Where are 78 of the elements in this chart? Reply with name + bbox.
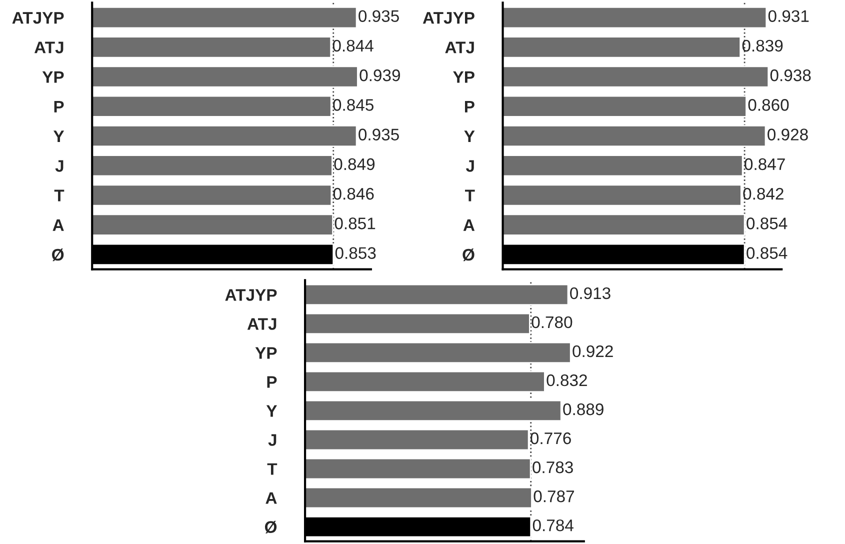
y-tick-label: P	[464, 100, 474, 112]
data-label: 0.776	[530, 432, 571, 444]
y-tick-label: J	[466, 160, 474, 172]
y-tick-label: A	[266, 492, 277, 504]
bar	[92, 154, 333, 177]
data-label: 0.832	[546, 374, 587, 386]
bar	[305, 458, 532, 480]
bar	[305, 284, 569, 306]
data-label: 0.938	[770, 69, 811, 82]
y-tick-label: P	[54, 100, 64, 112]
y-tick-label: J	[55, 160, 64, 172]
data-label: 0.928	[768, 128, 808, 140]
y-tick-label: YP	[255, 347, 277, 359]
data-label: 0.846	[333, 188, 374, 200]
y-tick-label: J	[268, 434, 276, 446]
y-tick-label: YP	[42, 71, 64, 83]
bar	[92, 95, 332, 118]
y-tick-label: ATJ	[247, 318, 276, 330]
y-tick-label: Y	[53, 130, 64, 142]
data-label: 0.842	[743, 188, 784, 200]
bar	[502, 124, 766, 148]
data-label: 0.913	[570, 287, 610, 300]
data-label: 0.844	[332, 40, 374, 52]
data-label: 0.784	[532, 519, 574, 532]
bar	[305, 400, 562, 422]
y-tick-label: ATJYP	[225, 289, 277, 301]
bar	[305, 342, 572, 364]
data-label: 0.939	[360, 69, 400, 82]
bar	[305, 428, 530, 451]
bar	[92, 6, 358, 29]
data-label: 0.783	[532, 461, 573, 474]
data-label: 0.854	[746, 218, 788, 230]
data-label: 0.845	[333, 99, 374, 111]
bar	[502, 36, 742, 58]
y-tick-label: ATJ	[445, 42, 474, 54]
bar	[92, 36, 332, 58]
bar	[92, 184, 332, 206]
data-label: 0.851	[334, 218, 376, 230]
bar	[92, 214, 334, 236]
bar	[305, 486, 532, 509]
y-tick-label: T	[267, 463, 278, 475]
bar	[305, 370, 546, 393]
y-tick-label: A	[463, 219, 475, 231]
bar	[92, 124, 358, 148]
y-tick-label: ATJYP	[12, 12, 64, 24]
data-label: 0.849	[334, 158, 375, 170]
data-label: 0.853	[335, 247, 376, 259]
data-label: 0.780	[532, 316, 572, 328]
data-label: 0.839	[742, 40, 783, 52]
bar	[502, 66, 770, 88]
data-label: 0.935	[358, 128, 399, 140]
y-tick-label: T	[465, 190, 475, 202]
bar	[502, 154, 744, 177]
y-tick-label: A	[52, 219, 64, 231]
bar	[502, 184, 742, 206]
data-label: 0.922	[572, 345, 613, 358]
y-tick-label: ATJYP	[422, 12, 474, 24]
y-tick-label: Ø	[52, 248, 64, 262]
data-label: 0.847	[744, 158, 785, 170]
y-tick-label: T	[54, 190, 64, 202]
data-label: 0.931	[768, 10, 809, 22]
data-label: 0.854	[746, 247, 788, 259]
bar	[502, 6, 768, 29]
bar	[502, 214, 746, 236]
y-tick-label: Ø	[462, 248, 474, 262]
data-label: 0.889	[563, 403, 604, 416]
y-tick-label: YP	[453, 71, 474, 83]
y-tick-label: Y	[266, 405, 277, 417]
data-label: 0.860	[748, 99, 789, 111]
bar	[305, 312, 530, 335]
y-tick-label: Ø	[264, 520, 277, 534]
y-tick-label: ATJ	[34, 42, 64, 54]
y-tick-label: P	[267, 376, 277, 388]
bar	[502, 95, 747, 118]
y-tick-label: Y	[464, 130, 475, 142]
bar	[92, 66, 358, 88]
data-label: 0.935	[358, 10, 399, 22]
data-label: 0.787	[534, 490, 574, 502]
